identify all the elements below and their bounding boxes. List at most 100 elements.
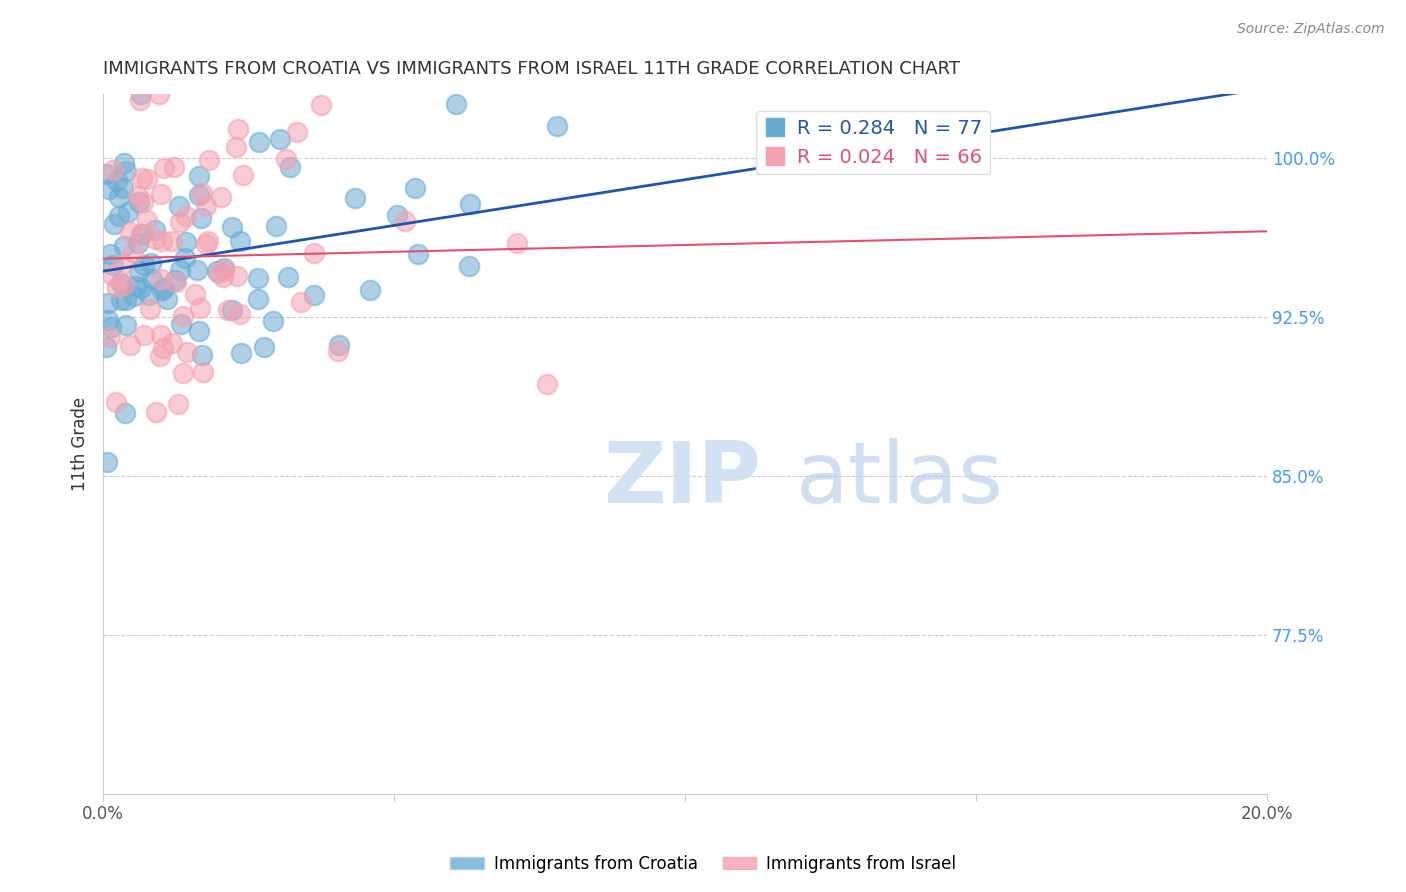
Point [328,338,350,352]
Point [110,293,132,307]
Point [169,215,191,229]
Point [458,197,481,211]
Point [97,296,120,310]
Point [190,211,212,226]
Point [311,98,333,112]
Point [153,281,176,295]
Point [163,273,186,287]
Point [103,162,125,177]
Point [269,132,291,146]
Point [536,376,558,391]
Point [149,187,172,202]
Point [326,344,349,359]
Point [136,172,159,186]
Point [229,346,252,360]
Point [458,259,481,273]
Point [212,260,235,275]
Point [120,225,142,239]
Point [194,199,217,213]
Point [404,181,426,195]
Point [444,97,467,112]
Y-axis label: 11th Grade: 11th Grade [72,397,89,491]
Point [229,234,252,248]
Point [101,268,124,283]
Text: Source: ZipAtlas.com: Source: ZipAtlas.com [1237,22,1385,37]
Point [385,208,408,222]
Point [290,295,312,310]
Point [194,237,217,252]
Point [170,317,193,331]
Point [132,194,155,209]
Point [115,318,138,333]
Point [152,341,174,355]
Point [103,217,125,231]
Point [247,293,270,307]
Point [143,222,166,236]
Point [129,281,152,295]
Point [138,287,160,301]
Point [152,161,174,175]
Point [115,293,138,307]
Point [115,164,138,178]
Point [176,345,198,359]
Point [122,245,145,260]
Legend: R = 0.284   N = 77, R = 0.024   N = 66: R = 0.284 N = 77, R = 0.024 N = 66 [756,112,990,175]
Point [167,397,190,411]
Point [285,125,308,139]
Point [112,257,135,271]
Point [101,258,124,272]
Point [174,235,197,249]
Point [98,182,121,196]
Point [132,328,155,343]
Point [232,169,254,183]
Text: IMMIGRANTS FROM CROATIA VS IMMIGRANTS FROM ISRAEL 11TH GRADE CORRELATION CHART: IMMIGRANTS FROM CROATIA VS IMMIGRANTS FR… [103,60,960,78]
Point [212,263,235,277]
Point [188,301,211,315]
Point [172,366,194,380]
Point [110,276,132,290]
Point [253,340,276,354]
Point [112,238,135,252]
Point [264,219,287,234]
Point [108,189,131,203]
Point [156,292,179,306]
Point [174,251,197,265]
Point [124,289,146,303]
Point [208,266,231,280]
Point [246,270,269,285]
Point [187,169,209,184]
Point [302,288,325,302]
Point [105,174,128,188]
Point [128,93,150,107]
Point [134,258,156,272]
Point [229,307,252,321]
Point [128,195,150,210]
Point [143,232,166,246]
Point [129,87,152,102]
Point [141,271,163,285]
Point [225,140,247,154]
Point [112,277,135,292]
Point [145,405,167,419]
Point [108,209,131,223]
Point [112,156,135,170]
Point [167,199,190,213]
Point [172,309,194,323]
Point [408,247,430,261]
Point [98,247,121,261]
Point [114,407,136,421]
Point [139,301,162,316]
Point [149,349,172,363]
Point [221,219,243,234]
Point [105,394,128,409]
Point [302,245,325,260]
Point [131,171,153,186]
Point [277,270,299,285]
Point [150,327,173,342]
Point [506,236,529,251]
Point [127,188,149,202]
Point [187,324,209,338]
Point [148,87,170,102]
Point [111,180,134,194]
Point [94,340,117,354]
